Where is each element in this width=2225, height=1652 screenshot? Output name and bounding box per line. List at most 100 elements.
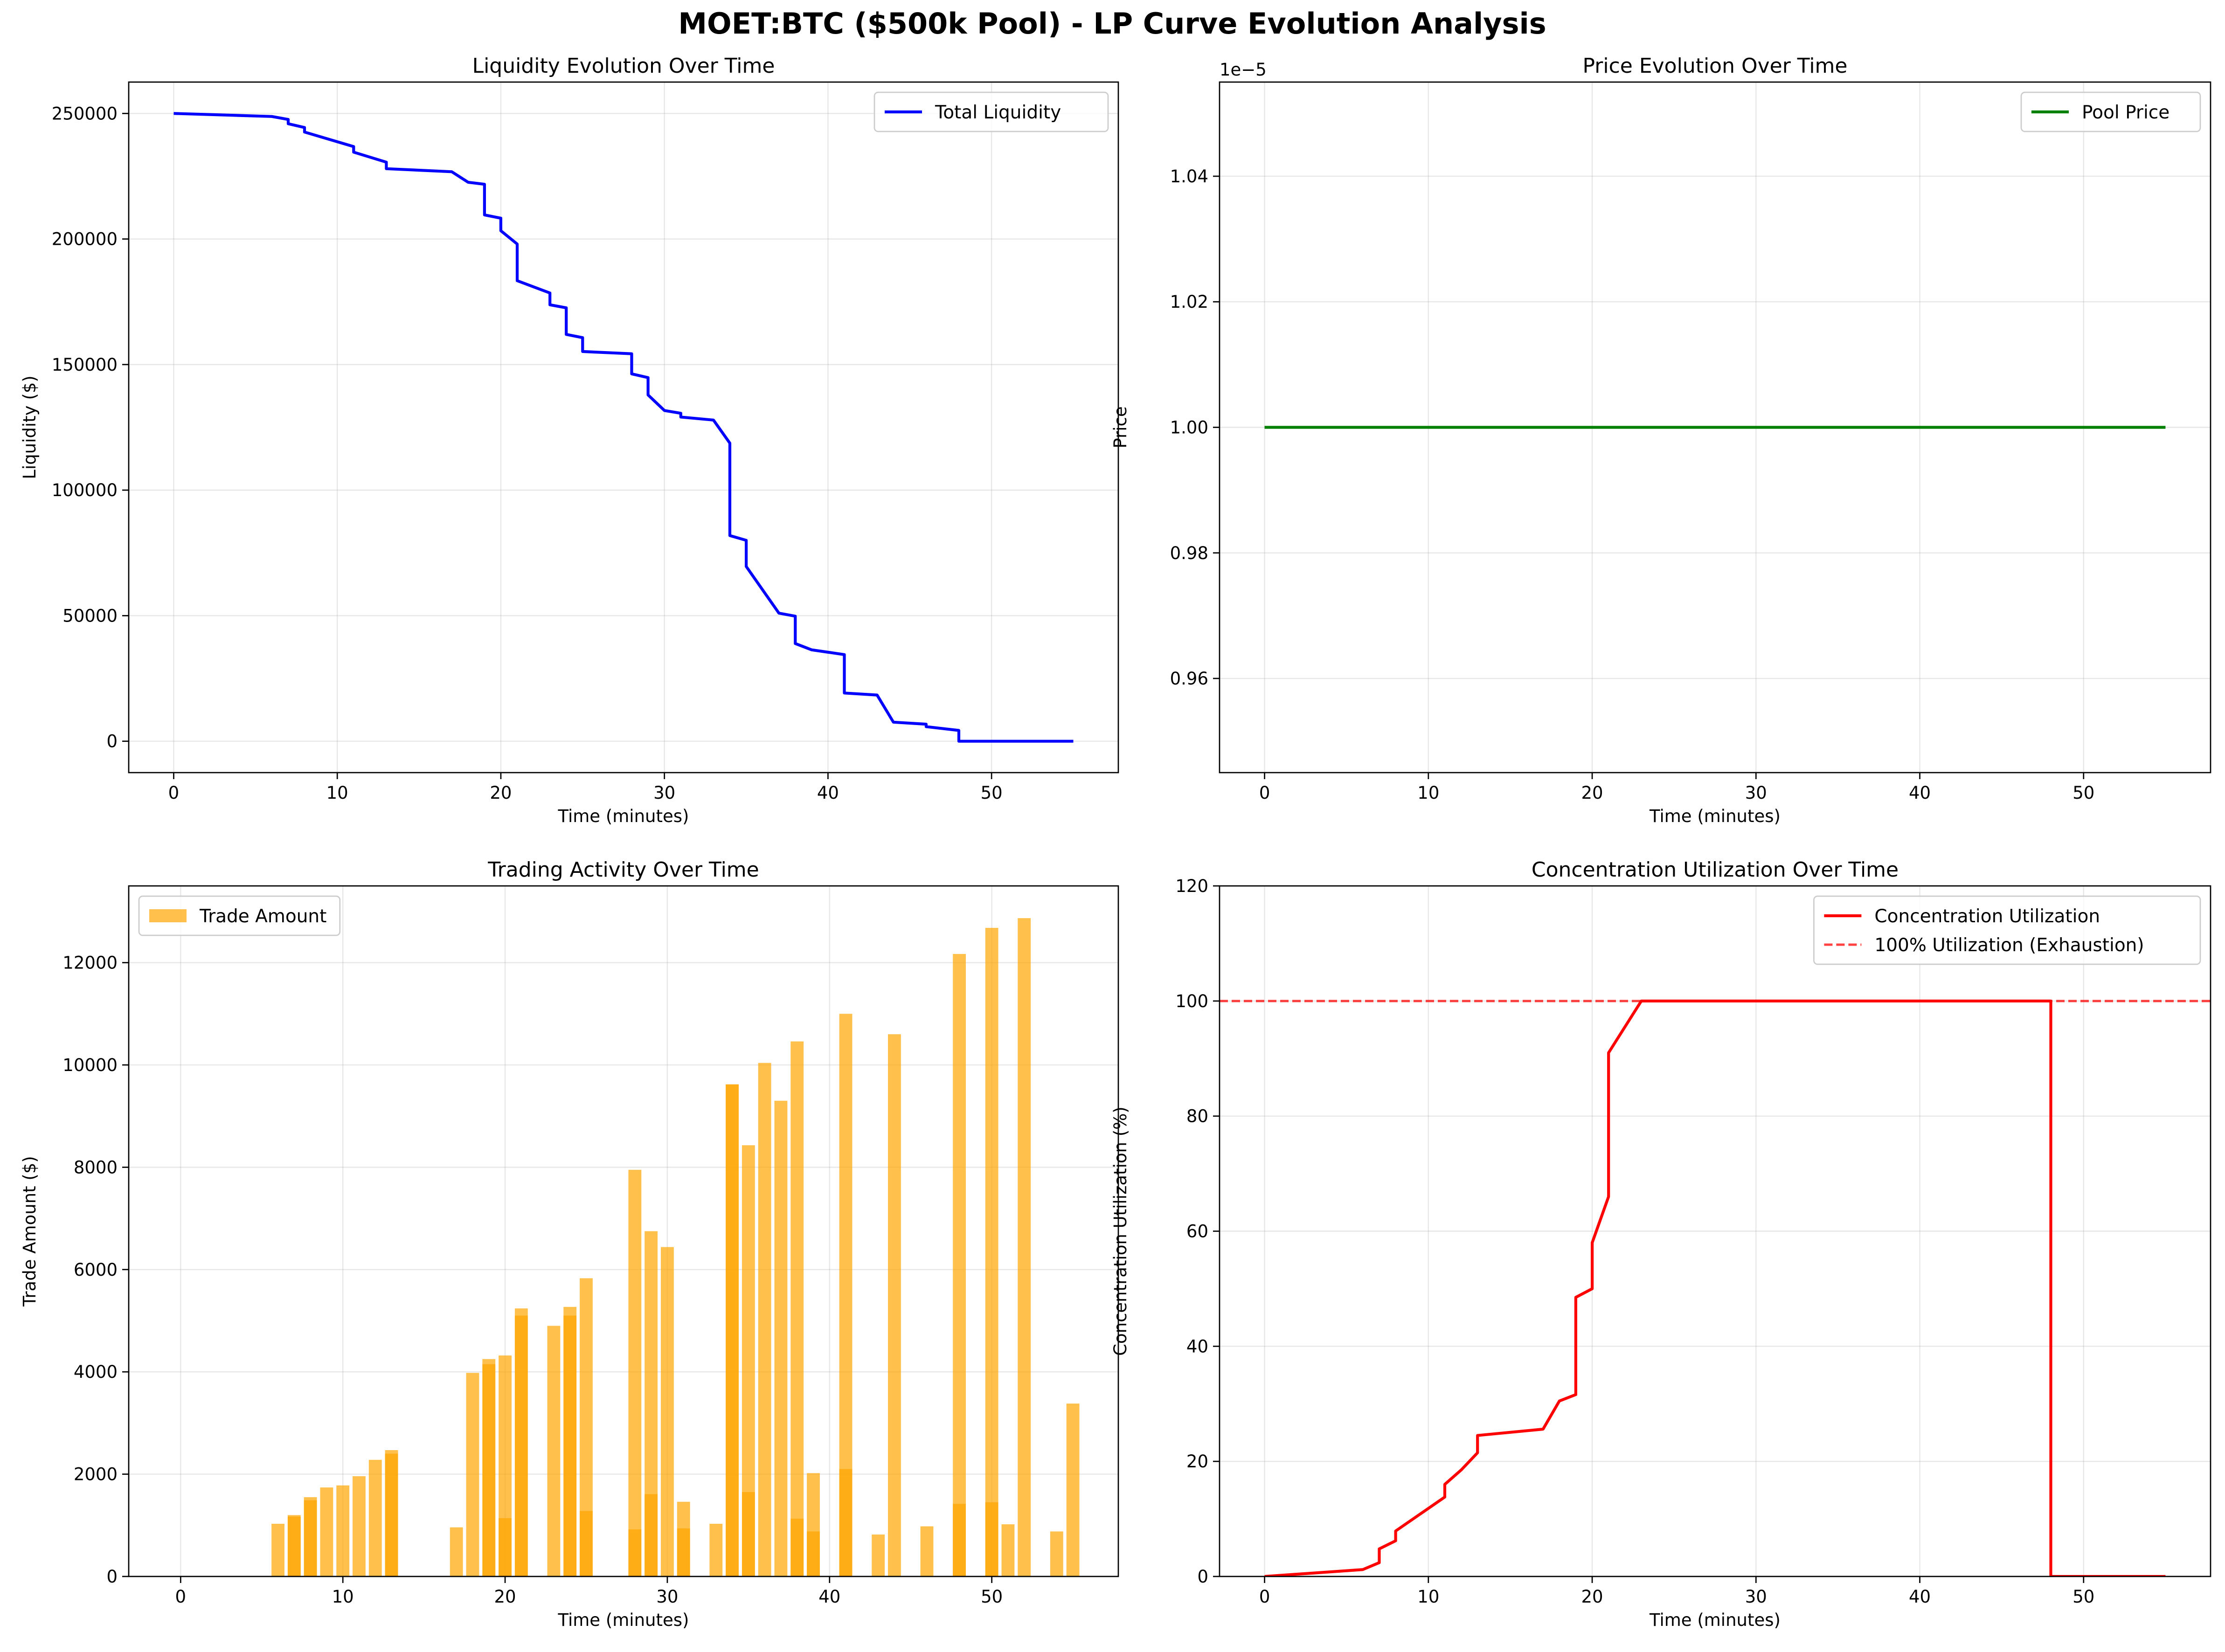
plot-area (271, 918, 1080, 1576)
x-tick-label: 40 (817, 783, 839, 803)
bar (563, 1315, 577, 1576)
subplot-3: 0 10 20 30 40 50 0 2000 4000 6000 8000 10000 12000 Tr… (20, 858, 1119, 1630)
subplot-title: Liquidity Evolution Over Time (472, 54, 775, 78)
bar (790, 1519, 804, 1576)
y-tick-label: 6000 (74, 1260, 118, 1280)
x-tick-label: 0 (1259, 783, 1270, 803)
y-tick-label: 12000 (62, 953, 118, 973)
y-tick-label: 1.02 (1170, 292, 1208, 312)
y-tick-label: 120 (1175, 876, 1208, 896)
legend-label: Trade Amount (199, 906, 326, 927)
bar (287, 1516, 301, 1576)
x-tick-label: 20 (494, 1587, 516, 1607)
bar (645, 1494, 658, 1576)
x-axis-label: Time (minutes) (1649, 1610, 1781, 1630)
figure-title: MOET:BTC ($500k Pool) - LP Curve Evoluti… (678, 7, 1546, 41)
x-tick-label: 0 (175, 1587, 187, 1607)
legend: Trade Amount (138, 895, 341, 936)
x-tick-label: 50 (981, 783, 1003, 803)
legend-swatch (149, 909, 187, 922)
x-tick-label: 40 (1909, 1587, 1931, 1607)
y-tick-label: 4000 (74, 1362, 118, 1382)
y-tick-label: 0.96 (1170, 669, 1208, 689)
x-tick-label: 20 (1581, 783, 1603, 803)
bar (1001, 1524, 1015, 1576)
bar (547, 1326, 561, 1576)
bar (985, 1502, 998, 1576)
bar (368, 1459, 382, 1576)
x-tick-label: 20 (1581, 1587, 1603, 1607)
y-offset-text: 1e−5 (1220, 60, 1267, 80)
y-tick-label: 0 (1197, 1567, 1208, 1587)
bar (1018, 918, 1031, 1576)
legend-label: Pool Price (2082, 102, 2170, 123)
plot-area (1220, 999, 2211, 1576)
bar (336, 1485, 350, 1576)
legend-label: Total Liquidity (935, 102, 1061, 123)
legend: Pool Price (2020, 91, 2201, 132)
bar (466, 1373, 479, 1576)
subplot-title: Price Evolution Over Time (1583, 54, 1848, 78)
bar (482, 1364, 496, 1576)
x-axis-label: Time (minutes) (558, 806, 689, 826)
bar (628, 1529, 642, 1576)
bar (320, 1487, 333, 1576)
legend: Total Liquidity (873, 91, 1109, 132)
series-line (173, 112, 1074, 743)
legend-box (2020, 91, 2201, 132)
x-tick-label: 0 (168, 783, 180, 803)
y-tick-label: 100 (1175, 991, 1208, 1011)
legend-box (1813, 895, 2201, 965)
y-tick-label: 0 (106, 732, 118, 752)
bar (1066, 1403, 1080, 1576)
legend-box (138, 895, 341, 936)
y-tick-label: 40 (1186, 1336, 1208, 1356)
series-line (1264, 999, 2166, 1576)
bar (758, 1063, 771, 1576)
bar (985, 927, 998, 1576)
x-tick-label: 30 (653, 783, 675, 803)
subplot-title: Trading Activity Over Time (487, 858, 759, 882)
bar (774, 1100, 788, 1576)
y-tick-label: 0 (106, 1567, 118, 1587)
x-tick-label: 0 (1259, 1587, 1270, 1607)
x-tick-label: 10 (1417, 1587, 1439, 1607)
bar (499, 1518, 512, 1576)
bar (807, 1531, 820, 1576)
y-tick-label: 20 (1186, 1452, 1208, 1472)
subplot-title: Concentration Utilization Over Time (1532, 858, 1899, 882)
bar (953, 954, 966, 1576)
x-tick-label: 30 (656, 1587, 678, 1607)
bar (920, 1526, 934, 1576)
y-tick-label: 10000 (62, 1055, 118, 1075)
subplot-4: 0 10 20 30 40 50 0 20 40 60 80 100 120 Concentration … (1110, 858, 2211, 1630)
y-axis-label: Concentration Utilization (%) (1110, 1106, 1130, 1356)
bar (839, 1469, 853, 1576)
y-tick-label: 60 (1186, 1222, 1208, 1242)
x-tick-label: 50 (2073, 783, 2094, 803)
x-tick-label: 20 (490, 783, 512, 803)
x-axis-label: Time (minutes) (558, 1610, 689, 1630)
x-tick-label: 10 (332, 1587, 354, 1607)
y-tick-label: 1.04 (1170, 166, 1208, 187)
y-tick-label: 80 (1186, 1106, 1208, 1127)
bar (888, 1034, 901, 1576)
bar (271, 1524, 284, 1576)
bar (628, 1169, 642, 1576)
legend-box (873, 91, 1109, 132)
y-tick-label: 8000 (74, 1157, 118, 1177)
y-axis-label: Trade Amount ($) (20, 1156, 40, 1307)
y-tick-label: 1.00 (1170, 418, 1208, 438)
bar (953, 1504, 966, 1576)
bar (514, 1315, 528, 1576)
x-tick-label: 10 (326, 783, 348, 803)
bar (353, 1476, 366, 1576)
y-tick-label: 50000 (62, 606, 118, 626)
x-tick-label: 10 (1417, 783, 1439, 803)
y-axis-label: Liquidity ($) (20, 375, 40, 479)
y-tick-label: 150000 (52, 355, 118, 375)
x-tick-label: 40 (1909, 783, 1931, 803)
legend: Concentration Utilization 100% Utilizatio… (1813, 895, 2201, 965)
bar (709, 1524, 723, 1576)
